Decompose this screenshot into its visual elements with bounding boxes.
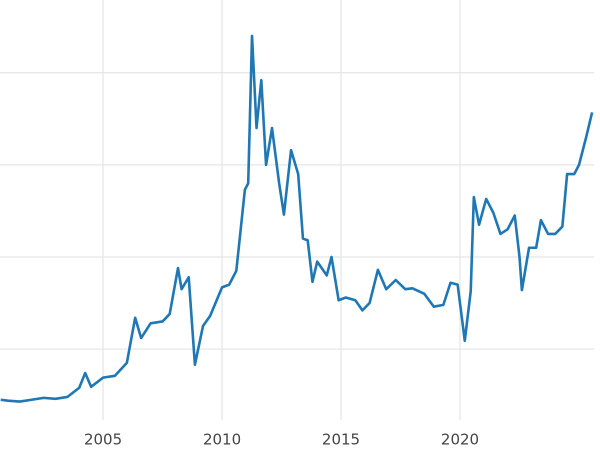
x-tick-label: 2010	[203, 431, 241, 449]
line	[0, 34, 594, 403]
x-tick-label: 2020	[441, 431, 479, 449]
x-tick-label: 2015	[322, 431, 360, 449]
x-tick-label: 2005	[84, 431, 122, 449]
